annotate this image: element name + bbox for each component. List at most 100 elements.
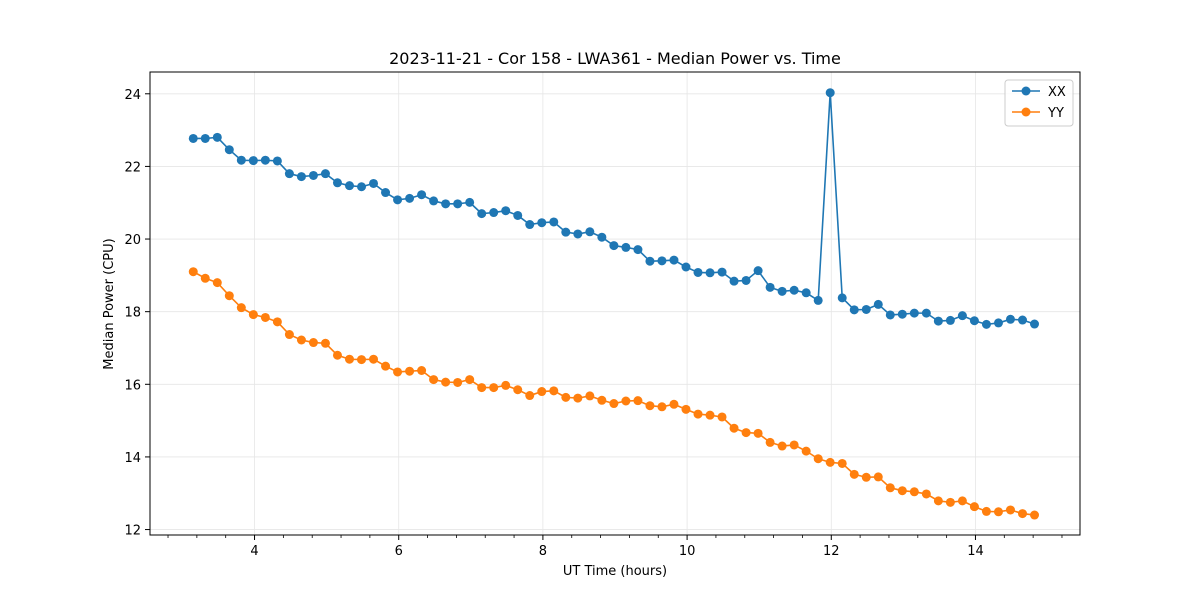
data-point-yy [729, 423, 739, 433]
axes-frame [149, 71, 1081, 536]
data-point-xx [981, 319, 991, 329]
data-point-yy [753, 428, 763, 438]
data-point-yy [957, 496, 967, 506]
data-point-yy [320, 338, 330, 348]
data-point-yy [1005, 505, 1015, 515]
y-tick-label: 14 [124, 451, 141, 466]
plot-area [188, 88, 1040, 520]
data-point-xx [513, 210, 523, 220]
data-point-xx [537, 218, 547, 228]
data-point-yy [260, 312, 270, 322]
data-point-yy [909, 487, 919, 497]
data-point-xx [453, 199, 463, 209]
data-point-xx [873, 299, 883, 309]
data-point-yy [561, 392, 571, 402]
x-tick-label: 4 [250, 544, 258, 559]
axis-ticks: 4 6 8 10 12 14 12 14 16 18 20 22 24 [124, 88, 1063, 559]
data-point-yy [224, 291, 234, 301]
data-point-xx [645, 256, 655, 266]
data-point-xx [573, 229, 583, 239]
data-point-xx [717, 267, 727, 277]
data-point-yy [621, 396, 631, 406]
data-point-yy [825, 457, 835, 467]
data-point-yy [645, 401, 655, 411]
data-point-xx [1030, 319, 1040, 329]
data-point-xx [224, 145, 234, 155]
data-point-xx [417, 190, 427, 200]
x-tick-label: 12 [823, 544, 840, 559]
data-point-yy [1017, 509, 1027, 519]
data-point-yy [993, 507, 1003, 517]
data-point-yy [501, 380, 511, 390]
data-point-yy [332, 350, 342, 360]
data-point-xx [765, 282, 775, 292]
data-point-xx [597, 232, 607, 242]
data-point-xx [441, 199, 451, 209]
data-point-xx [849, 305, 859, 315]
data-point-xx [525, 220, 535, 230]
data-point-xx [945, 315, 955, 325]
data-point-xx [825, 88, 835, 98]
data-point-yy [344, 354, 354, 364]
x-tick-label: 10 [679, 544, 696, 559]
data-point-xx [801, 288, 811, 298]
y-tick-label: 20 [124, 233, 141, 248]
data-point-xx [248, 156, 258, 166]
data-point-xx [188, 133, 198, 143]
data-point-xx [957, 311, 967, 321]
data-point-xx [477, 209, 487, 219]
data-point-xx [308, 170, 318, 180]
data-point-yy [549, 386, 559, 396]
data-point-yy [789, 440, 799, 450]
data-point-yy [188, 267, 198, 277]
data-point-yy [284, 330, 294, 340]
data-point-xx [429, 196, 439, 206]
data-point-xx [705, 268, 715, 278]
data-point-xx [837, 293, 847, 303]
data-point-yy [429, 375, 439, 385]
data-point-yy [597, 395, 607, 405]
data-point-xx [236, 155, 246, 165]
data-point-xx [693, 267, 703, 277]
data-point-xx [813, 295, 823, 305]
y-tick-label: 18 [124, 306, 141, 321]
data-point-yy [609, 399, 619, 409]
data-point-yy [441, 377, 451, 387]
data-point-yy [693, 409, 703, 419]
data-point-yy [489, 383, 499, 393]
data-point-yy [513, 385, 523, 395]
data-point-xx [633, 245, 643, 255]
legend-marker-yy [1021, 107, 1031, 117]
data-point-xx [332, 178, 342, 188]
data-point-xx [284, 169, 294, 179]
data-point-xx [381, 188, 391, 198]
data-point-yy [705, 410, 715, 420]
data-point-yy [981, 506, 991, 516]
data-point-yy [633, 396, 643, 406]
x-tick-label: 6 [395, 544, 403, 559]
data-point-yy [525, 391, 535, 401]
data-point-yy [945, 497, 955, 507]
data-point-yy [777, 441, 787, 451]
data-point-xx [729, 276, 739, 286]
data-point-yy [669, 399, 679, 409]
data-point-yy [308, 338, 318, 348]
data-point-xx [272, 156, 282, 166]
data-point-yy [465, 375, 475, 385]
data-point-yy [885, 483, 895, 493]
legend: XX YY [1004, 79, 1074, 127]
data-point-yy [897, 486, 907, 496]
data-point-xx [260, 155, 270, 165]
data-point-yy [585, 391, 595, 401]
x-axis-label: UT Time (hours) [563, 564, 667, 579]
data-point-xx [861, 304, 871, 314]
data-point-xx [561, 227, 571, 237]
data-point-xx [1017, 315, 1027, 325]
chart-title: 2023-11-21 - Cor 158 - LWA361 - Median P… [389, 49, 841, 68]
data-point-yy [573, 393, 583, 403]
data-point-xx [933, 316, 943, 326]
data-point-xx [357, 182, 367, 192]
y-tick-label: 12 [124, 524, 141, 539]
data-point-xx [585, 227, 595, 237]
